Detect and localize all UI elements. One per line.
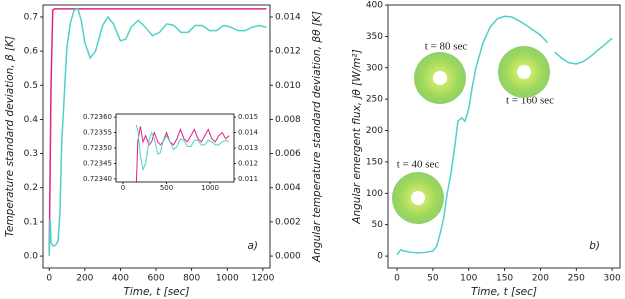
y-tick-label: 0.72345 [83, 159, 112, 167]
y-tick-label: 0.5 [24, 81, 38, 91]
y2-tick-label: 0.011 [238, 175, 258, 183]
y2-tick-label: 0.004 [275, 183, 301, 193]
y2-tick-label: 0.006 [275, 149, 301, 159]
line-series [396, 15, 613, 256]
y2-tick-label: 0.010 [275, 81, 301, 91]
y-tick-label: 300 [366, 63, 383, 73]
disk-images [392, 46, 550, 224]
plot-lines [48, 7, 267, 257]
axes-frame [115, 113, 235, 183]
y2-tick-label: 0.013 [238, 144, 258, 152]
y2-tick-label: 0.012 [238, 159, 258, 167]
y-tick-label: 100 [366, 189, 383, 199]
y-tick-label: 0.1 [24, 217, 38, 227]
axes-frame [42, 4, 271, 269]
y2-tick-label: 0.000 [275, 252, 301, 262]
disk-hole [411, 191, 425, 205]
y-tick-label: 0.7 [24, 12, 38, 22]
plot-lines [396, 15, 613, 256]
x-tick-label: 300 [604, 274, 621, 284]
panel-label: b) [589, 240, 600, 252]
y-tick-label: 400 [366, 1, 383, 11]
x-tick-label: 150 [496, 274, 513, 284]
y2-tick-label: 0.015 [238, 113, 258, 121]
x-tick-label: 800 [183, 274, 200, 284]
y-tick-label: 200 [366, 126, 383, 136]
x-tick-label: 100 [460, 274, 477, 284]
x-tick-label: 400 [112, 274, 129, 284]
x-tick-label: 50 [427, 274, 439, 284]
plot-area [388, 5, 620, 268]
disk-label: t = 80 sec [425, 41, 468, 53]
axes-frame [387, 4, 621, 269]
x-tick-label: 0 [121, 184, 125, 192]
plot-lines [135, 124, 230, 182]
y2-tick-label: 0.002 [275, 217, 301, 227]
y-tick-label: 0.72350 [83, 144, 112, 152]
y-tick-label: 350 [366, 32, 383, 42]
line-series [48, 7, 267, 257]
y-tick-label: 0.6 [24, 47, 39, 57]
y-tick-label: 0.2 [24, 183, 38, 193]
disk-label: t = 160 sec [506, 95, 554, 107]
y2-tick-label: 0.012 [275, 47, 301, 57]
x-tick-label: 500 [160, 184, 173, 192]
x-tick-label: 1000 [201, 184, 219, 192]
y-tick-label: 0.72355 [83, 129, 112, 137]
y-tick-label: 50 [372, 220, 384, 230]
x-tick-label: 600 [147, 274, 164, 284]
x-tick-label: 250 [568, 274, 585, 284]
panel-label: a) [247, 240, 258, 252]
y-tick-label: 150 [366, 157, 383, 167]
x-tick-label: 200 [76, 274, 93, 284]
y-tick-label: 0.0 [24, 252, 39, 262]
x-tick-label: 0 [46, 274, 52, 284]
y-tick-label: 0.4 [24, 115, 39, 125]
y2-tick-label: 0.014 [275, 12, 301, 22]
y2-axis-title: Angular temperature standard deviation, … [311, 11, 323, 263]
x-axis-title: Time, t [sec] [471, 286, 537, 298]
y2-tick-label: 0.008 [275, 115, 301, 125]
disk-label: t = 40 sec [397, 159, 440, 171]
x-tick-label: 200 [532, 274, 549, 284]
x-tick-label: 0 [394, 274, 400, 284]
y-axis-title: Angular emergent flux, jθ [W/m²] [351, 49, 363, 224]
disk-hole [517, 65, 531, 79]
y-tick-label: 0.72340 [83, 175, 112, 183]
y-tick-label: 0.3 [24, 149, 38, 159]
x-axis-title: Time, t [sec] [123, 286, 189, 298]
x-tick-label: 1000 [216, 274, 239, 284]
y-tick-label: 0 [377, 252, 383, 262]
y2-tick-label: 0.014 [238, 129, 259, 137]
y-tick-label: 250 [366, 95, 383, 105]
disk-hole [433, 71, 447, 85]
line-series [48, 8, 267, 257]
x-tick-label: 1200 [251, 274, 274, 284]
y-axis-title: Temperature standard deviation, β [K] [4, 36, 16, 237]
y-tick-label: 0.72360 [83, 113, 112, 121]
line-series [135, 124, 230, 172]
